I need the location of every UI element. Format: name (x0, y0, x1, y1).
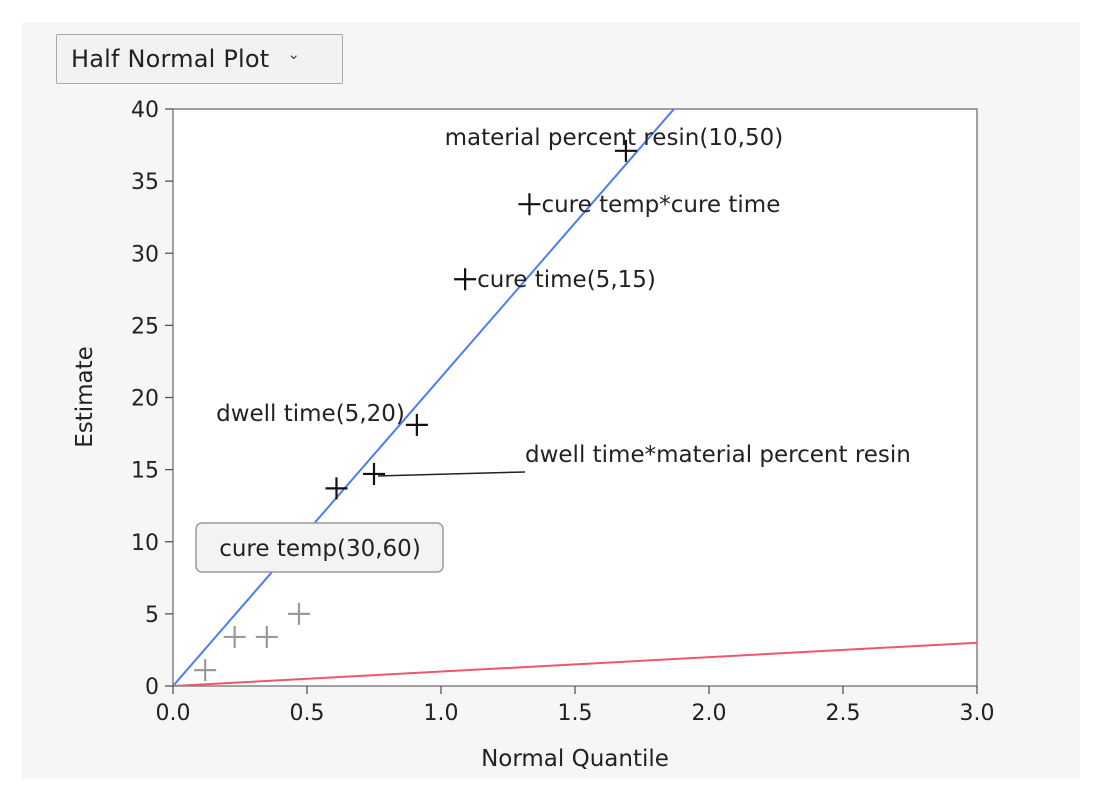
plot-type-dropdown[interactable]: Half Normal Plot ⌄ (56, 34, 343, 84)
chevron-down-icon[interactable]: ⌄ (287, 45, 300, 63)
point-label: dwell time*material percent resin (525, 442, 911, 468)
y-tick-label: 15 (131, 459, 159, 484)
y-tick-label: 25 (131, 314, 159, 339)
data-point[interactable] (454, 268, 477, 291)
data-point[interactable] (405, 413, 428, 436)
data-point[interactable] (287, 602, 310, 625)
x-tick-label: 2.0 (692, 701, 727, 726)
y-tick-label: 5 (145, 603, 159, 628)
data-point[interactable] (325, 477, 348, 500)
point-label: material percent resin(10,50) (445, 125, 784, 151)
data-point[interactable] (255, 625, 278, 648)
y-axis-label: Estimate (72, 346, 98, 448)
x-tick-label: 0.0 (156, 701, 191, 726)
y-tick-label: 35 (131, 170, 159, 195)
plot-area (172, 108, 978, 687)
x-tick-label: 0.5 (290, 701, 325, 726)
data-point[interactable] (363, 462, 385, 485)
y-tick-label: 10 (131, 531, 159, 556)
tooltip: cure temp(30,60) (195, 522, 444, 573)
y-tick-label: 20 (131, 387, 159, 412)
x-tick-label: 1.5 (558, 701, 593, 726)
x-tick-label: 3.0 (960, 701, 995, 726)
plot-type-label: Half Normal Plot (71, 45, 270, 73)
y-tick-label: 0 (145, 675, 159, 700)
reference-line (173, 641, 977, 686)
point-label: cure temp*cure time (541, 192, 780, 218)
y-tick-label: 40 (131, 98, 159, 123)
x-axis-label: Normal Quantile (481, 746, 669, 772)
tooltip-text: cure temp(30,60) (219, 536, 421, 562)
x-tick-label: 2.5 (826, 701, 861, 726)
data-point[interactable] (194, 659, 217, 682)
data-point[interactable] (223, 625, 246, 648)
point-label: cure time(5,15) (477, 267, 656, 293)
data-point[interactable] (614, 139, 637, 162)
tooltip-box (195, 522, 444, 573)
data-point[interactable] (518, 193, 541, 216)
x-tick-label: 1.0 (424, 701, 459, 726)
point-label: dwell time(5,20) (216, 401, 405, 427)
y-tick-label: 30 (131, 242, 159, 267)
label-callout-line (377, 471, 526, 477)
